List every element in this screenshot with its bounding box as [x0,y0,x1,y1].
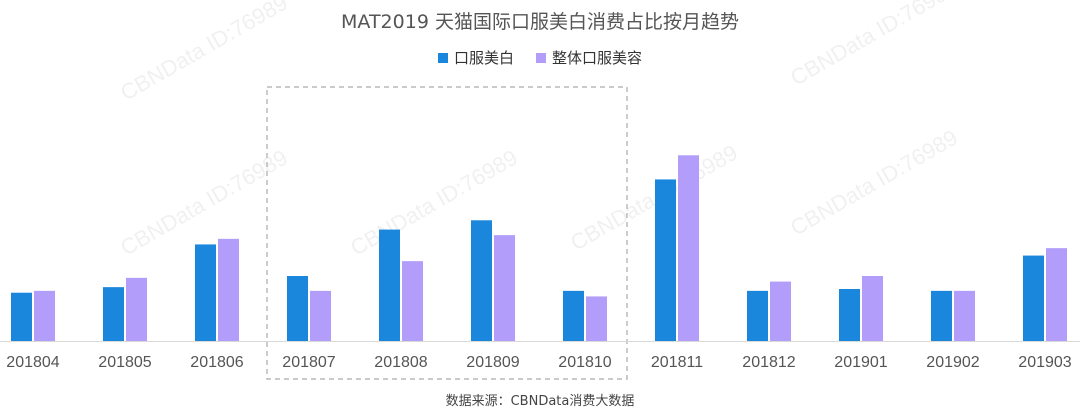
legend-label-series-1: 口服美白 [453,49,514,67]
bar-series-1-201804 [11,292,32,341]
highlight-box [266,86,628,380]
bar-series-2-201810 [586,296,607,341]
bar-series-2-201903 [1046,248,1067,341]
legend-label-series-2: 整体口服美容 [552,49,643,67]
bar-series-1-201806 [195,244,216,341]
bar-series-2-201808 [402,261,423,341]
bar-series-1-201809 [471,220,492,341]
bar-series-2-201811 [678,155,699,341]
x-tick-label: 201807 [282,354,335,371]
x-tick-label: 201901 [834,354,887,371]
x-tick-label: 201810 [558,354,611,371]
x-tick-label: 201808 [374,354,427,371]
bar-series-1-201902 [931,290,952,341]
legend-item-series-2: 整体口服美容 [536,47,642,68]
bar-series-1-201808 [379,229,400,341]
bar-series-1-201901 [839,289,860,341]
x-tick-label: 201812 [742,354,795,371]
x-tick-label: 201902 [926,354,979,371]
bar-series-1-201811 [655,179,676,341]
bar-series-2-201806 [218,238,239,341]
legend-swatch-series-1 [437,52,448,63]
bar-series-1-201810 [563,290,584,341]
bar-series-1-201903 [1023,255,1044,341]
bar-series-2-201805 [126,277,147,341]
bar-series-2-201807 [310,290,331,341]
bar-series-2-201812 [770,281,791,341]
x-tick-label: 201805 [98,354,151,371]
bar-series-1-201812 [747,290,768,341]
bar-series-1-201805 [103,287,124,341]
bar-series-2-201804 [34,290,55,341]
bar-series-2-201809 [494,235,515,341]
x-tick-label: 201804 [6,354,59,371]
bar-series-2-201901 [862,276,883,341]
x-tick-label: 201903 [1018,354,1071,371]
x-tick-label: 201809 [466,354,519,371]
bar-series-2-201902 [954,290,975,341]
chart-title: MAT2019 天猫国际口服美白消费占比按月趋势 [341,11,739,33]
x-tick-label: 201811 [651,354,703,371]
legend-item-series-1: 口服美白 [437,47,514,68]
legend-swatch-series-2 [536,52,546,63]
legend: 口服美白 整体口服美容 [0,47,1080,68]
x-tick-label: 201806 [190,354,243,371]
bar-series-1-201807 [287,276,308,341]
source-note: 数据来源：CBNData消费大数据 [445,394,635,409]
